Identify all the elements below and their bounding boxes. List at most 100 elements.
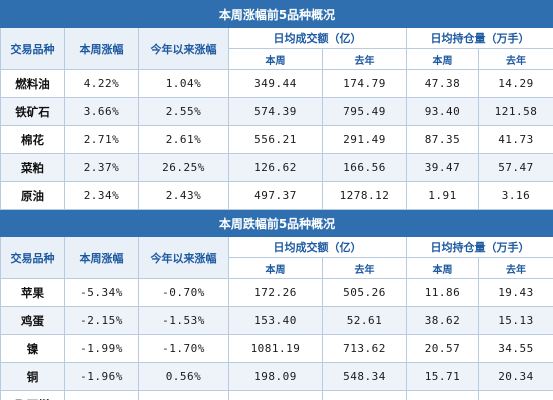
ytd-change: 0.56%: [138, 362, 229, 391]
variety-name: 棉花: [0, 125, 65, 154]
header-turnover: 日均成交额（亿）: [228, 27, 407, 49]
ytd-change: 2.43%: [138, 181, 229, 210]
oi-week: 1.91: [406, 181, 479, 210]
oi-year: 19.43: [478, 278, 553, 307]
oi-week: 87.35: [406, 125, 479, 154]
table-row: 棉花 2.71% 2.61% 556.21 291.49 87.35 41.73: [0, 125, 553, 154]
turnover-week: 574.39: [228, 97, 323, 126]
weekly-change: 2.71%: [64, 125, 139, 154]
oi-week: 38.62: [406, 306, 479, 335]
subheader-oi-year: 去年: [478, 257, 553, 279]
variety-name: 铁矿石: [0, 97, 65, 126]
oi-year: 57.47: [478, 153, 553, 182]
subheader-turnover-week: 本周: [228, 257, 323, 279]
oi-week: 47.38: [406, 69, 479, 98]
turnover-week: 153.40: [228, 306, 323, 335]
turnover-year: 167.82: [322, 390, 407, 400]
turnover-year: 52.61: [322, 306, 407, 335]
table-row: 铜 -1.96% 0.56% 198.09 548.34 15.71 20.34: [0, 362, 553, 391]
variety-name: 原油: [0, 181, 65, 210]
turnover-year: 505.26: [322, 278, 407, 307]
ytd-change: -1.70%: [138, 334, 229, 363]
header-ytd-change: 今年以来涨幅: [138, 236, 229, 279]
section-down-header-row: 交易品种 本周涨幅 今年以来涨幅 日均成交额（亿） 日均持仓量（万手）: [0, 236, 553, 279]
turnover-week: 349.44: [228, 69, 323, 98]
oi-week: 46.86: [406, 390, 479, 400]
header-ytd-change: 今年以来涨幅: [138, 27, 229, 70]
subheader-turnover-year: 去年: [322, 48, 407, 70]
turnover-week: 1081.19: [228, 334, 323, 363]
weekly-change: -1.99%: [64, 334, 139, 363]
section-up-title-row: 本周涨幅前5品种概况: [0, 0, 553, 28]
ytd-change: -0.87%: [138, 390, 229, 400]
header-open-interest: 日均持仓量（万手）: [406, 236, 553, 258]
subheader-turnover-week: 本周: [228, 48, 323, 70]
subheader-turnover-year: 去年: [322, 257, 407, 279]
oi-year: 41.73: [478, 125, 553, 154]
subheader-oi-week: 本周: [406, 48, 479, 70]
ytd-change: -1.53%: [138, 306, 229, 335]
oi-week: 20.57: [406, 334, 479, 363]
variety-name: 聚丙烯: [0, 390, 65, 400]
weekly-change: 2.34%: [64, 181, 139, 210]
table-row: 镍 -1.99% -1.70% 1081.19 713.62 20.57 34.…: [0, 334, 553, 363]
subheader-oi-year: 去年: [478, 48, 553, 70]
section-down-title: 本周跌幅前5品种概况: [0, 209, 553, 237]
oi-year: 121.58: [478, 97, 553, 126]
turnover-week: 126.62: [228, 153, 323, 182]
section-down-title-row: 本周跌幅前5品种概况: [0, 209, 553, 237]
oi-week: 39.47: [406, 153, 479, 182]
turnover-year: 166.56: [322, 153, 407, 182]
header-variety: 交易品种: [0, 27, 65, 70]
oi-week: 93.40: [406, 97, 479, 126]
weekly-change: 3.66%: [64, 97, 139, 126]
table-row: 鸡蛋 -2.15% -1.53% 153.40 52.61 38.62 15.1…: [0, 306, 553, 335]
subheader-oi-week: 本周: [406, 257, 479, 279]
weekly-change: 4.22%: [64, 69, 139, 98]
header-open-interest: 日均持仓量（万手）: [406, 27, 553, 49]
table-row: 聚丙烯 -1.26% -0.87% 150.07 167.82 46.86 43…: [0, 390, 553, 400]
turnover-year: 713.62: [322, 334, 407, 363]
oi-week: 11.86: [406, 278, 479, 307]
table-row: 原油 2.34% 2.43% 497.37 1278.12 1.91 3.16: [0, 181, 553, 210]
turnover-week: 556.21: [228, 125, 323, 154]
turnover-year: 795.49: [322, 97, 407, 126]
variety-name: 鸡蛋: [0, 306, 65, 335]
turnover-week: 497.37: [228, 181, 323, 210]
section-up-title: 本周涨幅前5品种概况: [0, 0, 553, 28]
oi-year: 15.13: [478, 306, 553, 335]
weekly-change: 2.37%: [64, 153, 139, 182]
ytd-change: 2.55%: [138, 97, 229, 126]
turnover-year: 291.49: [322, 125, 407, 154]
ytd-change: 1.04%: [138, 69, 229, 98]
weekly-change: -1.26%: [64, 390, 139, 400]
ytd-change: 2.61%: [138, 125, 229, 154]
table-row: 菜粕 2.37% 26.25% 126.62 166.56 39.47 57.4…: [0, 153, 553, 182]
variety-name: 燃料油: [0, 69, 65, 98]
header-weekly-change: 本周涨幅: [64, 27, 139, 70]
variety-name: 镍: [0, 334, 65, 363]
header-turnover: 日均成交额（亿）: [228, 236, 407, 258]
weekly-change: -1.96%: [64, 362, 139, 391]
turnover-year: 548.34: [322, 362, 407, 391]
section-up-header-row: 交易品种 本周涨幅 今年以来涨幅 日均成交额（亿） 日均持仓量（万手）: [0, 27, 553, 70]
variety-name: 菜粕: [0, 153, 65, 182]
weekly-change: -5.34%: [64, 278, 139, 307]
oi-year: 3.16: [478, 181, 553, 210]
ytd-change: -0.70%: [138, 278, 229, 307]
section-down-subheader-row: 本周 去年 本周 去年: [1, 257, 553, 279]
oi-week: 15.71: [406, 362, 479, 391]
oi-year: 20.34: [478, 362, 553, 391]
header-variety: 交易品种: [0, 236, 65, 279]
variety-name: 苹果: [0, 278, 65, 307]
variety-name: 铜: [0, 362, 65, 391]
turnover-week: 198.09: [228, 362, 323, 391]
turnover-year: 174.79: [322, 69, 407, 98]
turnover-year: 1278.12: [322, 181, 407, 210]
turnover-week: 172.26: [228, 278, 323, 307]
table-row: 铁矿石 3.66% 2.55% 574.39 795.49 93.40 121.…: [0, 97, 553, 126]
oi-year: 43.48: [478, 390, 553, 400]
weekly-change: -2.15%: [64, 306, 139, 335]
table-row: 苹果 -5.34% -0.70% 172.26 505.26 11.86 19.…: [0, 278, 553, 307]
